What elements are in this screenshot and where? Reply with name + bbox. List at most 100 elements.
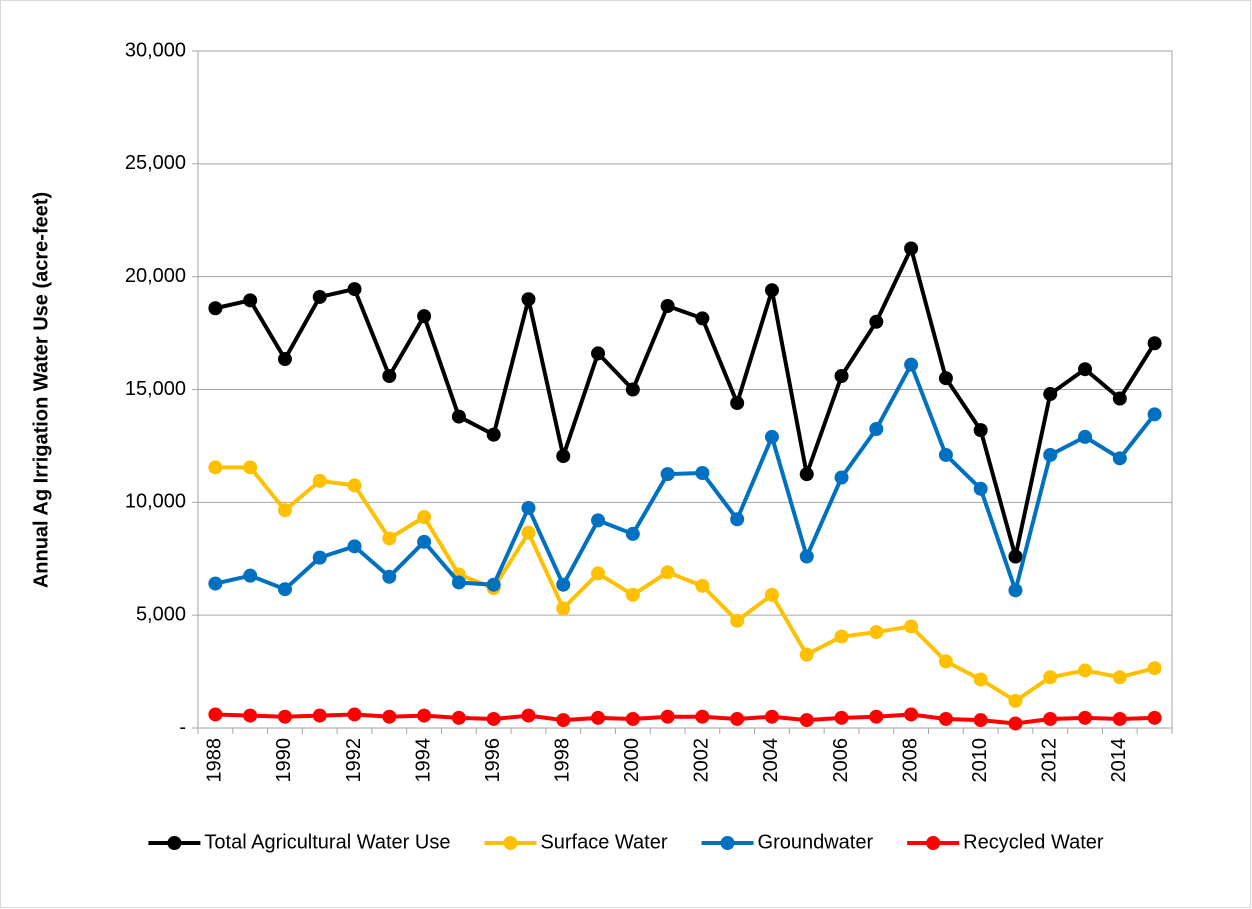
data-point — [486, 711, 501, 726]
data-point — [277, 709, 292, 724]
data-point — [834, 710, 849, 725]
data-point — [834, 470, 849, 485]
data-point — [625, 526, 640, 541]
data-point — [591, 346, 606, 361]
data-point — [347, 707, 362, 722]
data-point — [625, 711, 640, 726]
x-tick-label: 2010 — [969, 738, 991, 783]
data-point — [521, 292, 536, 307]
data-point — [1043, 387, 1058, 402]
data-point — [382, 709, 397, 724]
y-tick-label: 25,000 — [125, 152, 186, 174]
data-point — [904, 619, 919, 634]
data-point — [1043, 447, 1058, 462]
data-point — [521, 525, 536, 540]
data-point — [1008, 583, 1023, 598]
data-point — [904, 357, 919, 372]
data-point — [243, 568, 258, 583]
data-point — [591, 513, 606, 528]
x-tick-label: 2002 — [691, 738, 713, 783]
x-tick-label: 2006 — [830, 738, 852, 783]
data-point — [556, 713, 571, 728]
y-tick-label: 5,000 — [136, 603, 186, 625]
data-point — [312, 289, 327, 304]
x-tick-label: 1994 — [412, 738, 434, 783]
legend-marker — [167, 836, 182, 850]
data-point — [208, 707, 223, 722]
data-point — [938, 711, 953, 726]
x-tick-label: 1992 — [343, 738, 365, 783]
data-point — [938, 371, 953, 386]
x-tick-label: 2012 — [1039, 738, 1061, 783]
data-point — [1112, 451, 1127, 466]
data-point — [660, 467, 675, 482]
data-point — [521, 500, 536, 515]
data-point — [277, 503, 292, 518]
data-point — [451, 710, 466, 725]
data-point — [695, 465, 710, 480]
data-point — [834, 629, 849, 644]
data-point — [347, 539, 362, 554]
data-point — [973, 481, 988, 496]
data-point — [904, 707, 919, 722]
data-point — [417, 534, 432, 549]
data-point — [417, 708, 432, 723]
data-point — [1112, 391, 1127, 406]
data-point — [799, 647, 814, 662]
data-point — [799, 713, 814, 728]
data-point — [869, 709, 884, 724]
y-axis-title: Annual Ag Irrigation Water Use (acre-fee… — [30, 192, 52, 588]
y-tick-label: 10,000 — [125, 491, 186, 513]
data-point — [730, 512, 745, 527]
data-point — [591, 566, 606, 581]
x-tick-label: 1988 — [204, 738, 226, 783]
data-point — [1112, 670, 1127, 685]
data-point — [625, 382, 640, 397]
data-point — [347, 282, 362, 297]
legend-label: Groundwater — [758, 831, 874, 853]
data-point — [1008, 549, 1023, 564]
series-line — [214, 246, 1157, 559]
data-point — [1147, 661, 1162, 676]
data-point — [764, 587, 779, 602]
data-point — [521, 708, 536, 723]
series-line — [215, 465, 1156, 703]
data-point — [764, 283, 779, 298]
data-point — [1008, 716, 1023, 731]
data-point — [730, 396, 745, 411]
data-point — [243, 293, 258, 308]
x-tick-label: 2000 — [621, 738, 643, 783]
data-point — [451, 409, 466, 424]
data-point — [764, 709, 779, 724]
data-point — [312, 473, 327, 488]
data-point — [660, 565, 675, 580]
data-point — [556, 577, 571, 592]
series-line — [214, 362, 1157, 593]
data-point — [243, 460, 258, 475]
data-point — [556, 601, 571, 616]
data-point — [1078, 362, 1093, 377]
data-point — [1078, 710, 1093, 725]
data-point — [904, 241, 919, 256]
data-point — [938, 654, 953, 669]
data-point — [486, 427, 501, 442]
data-point — [243, 708, 258, 723]
data-point — [730, 613, 745, 628]
data-point — [695, 709, 710, 724]
data-point — [695, 311, 710, 326]
legend-label: Surface Water — [540, 831, 667, 853]
data-point — [417, 510, 432, 525]
data-point — [764, 429, 779, 444]
data-point — [382, 368, 397, 383]
data-point — [556, 449, 571, 464]
data-point — [312, 708, 327, 723]
data-point — [730, 711, 745, 726]
data-point — [869, 625, 884, 640]
x-tick-label: 1990 — [273, 738, 295, 783]
data-point — [1078, 663, 1093, 678]
x-tick-label: 1998 — [552, 738, 574, 783]
data-point — [1008, 693, 1023, 708]
x-tick-label: 2008 — [899, 738, 921, 783]
